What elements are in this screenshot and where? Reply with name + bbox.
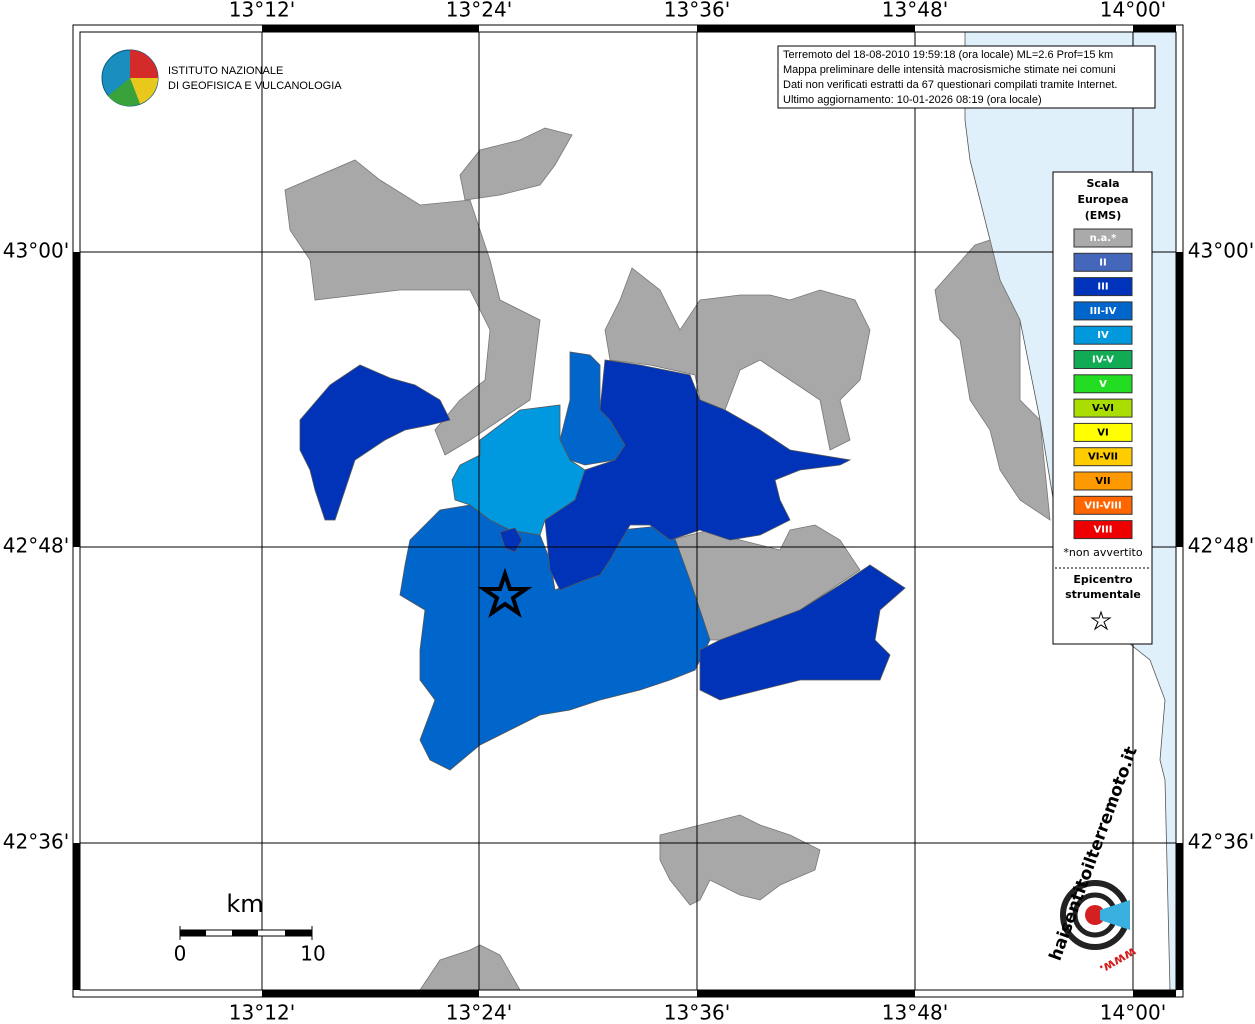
legend-label: VII-VIII (1084, 500, 1122, 511)
legend-swatch (1073, 301, 1133, 321)
legend-epicenter: strumentale (1065, 588, 1141, 601)
legend-label: n.a.* (1090, 233, 1117, 244)
legend-label: VII (1095, 476, 1110, 487)
legend-label: IV-V (1092, 355, 1114, 366)
lat-label: 42°36' (3, 830, 69, 854)
legend-title: Scala (1086, 177, 1119, 190)
lat-label: 43°00' (3, 239, 69, 263)
unreported-areas (284, 127, 1051, 991)
legend-label: V (1099, 379, 1107, 390)
lon-label: 13°24' (446, 0, 512, 22)
lon-label: 13°48' (882, 1001, 948, 1024)
info-line: Ultimo aggiornamento: 10-01-2026 08:19 (… (783, 94, 1042, 106)
legend-note: *non avvertito (1063, 546, 1142, 559)
logo-text: DI GEOFISICA E VULCANOLOGIA (168, 80, 342, 92)
info-line: Dati non verificati estratti da 67 quest… (783, 79, 1117, 91)
area (659, 814, 821, 906)
ingv-logo: ISTITUTO NAZIONALE DI GEOFISICA E VULCAN… (101, 49, 342, 107)
lat-label: 42°48' (3, 534, 69, 558)
scale-tick: 10 (300, 942, 325, 966)
legend-swatch (1073, 350, 1133, 369)
legend-swatch (1073, 447, 1133, 467)
area (459, 127, 573, 201)
legend-swatch (1073, 374, 1133, 394)
legend-epicenter: Epicentro (1073, 573, 1133, 586)
legend-label: VI-VII (1088, 452, 1118, 463)
info-line: Mappa preliminare delle intensità macros… (783, 64, 1116, 76)
legend-star (1090, 610, 1112, 631)
legend-title: Europea (1077, 193, 1128, 206)
legend-label: VI (1097, 427, 1108, 438)
legend-label: III-IV (1090, 306, 1117, 317)
legend-swatch (1073, 520, 1133, 540)
legend-label: V-VI (1092, 403, 1114, 414)
lon-label: 13°12' (229, 1001, 295, 1024)
lat-label: 43°00' (1188, 239, 1254, 263)
frame (72, 24, 1184, 998)
lon-label: 13°24' (446, 1001, 512, 1024)
lon-label: 13°48' (882, 0, 948, 22)
legend: ScalaEuropea(EMS)n.a.*IIIIIIII-IVIVIV-VV… (1055, 177, 1150, 631)
logo-text: ISTITUTO NAZIONALE (168, 65, 283, 77)
axis-labels: 13°12' 13°12' 13°24' 13°24' 13°36' 13°36' 13°4… (3, 0, 1254, 1024)
epicenter-star (477, 567, 533, 619)
legend-label: III (1097, 282, 1108, 293)
lat-label: 42°48' (1188, 534, 1254, 558)
area (934, 239, 1051, 521)
legend-label: II (1099, 257, 1106, 268)
legend-label: IV (1097, 330, 1109, 341)
legend-swatch (1073, 252, 1133, 272)
area-iii (499, 527, 523, 553)
legend-title: (EMS) (1085, 209, 1121, 222)
lon-label: 13°12' (229, 0, 295, 22)
lon-label: 14°00' (1100, 1001, 1166, 1024)
info-box (777, 45, 1156, 109)
area (284, 159, 541, 456)
lon-label: 13°36' (664, 1001, 730, 1024)
area-iii (299, 364, 451, 521)
intensity-areas (299, 351, 906, 771)
legend-swatch (1073, 325, 1133, 345)
legend-swatch (1073, 228, 1133, 248)
lon-label: 13°36' (664, 0, 730, 22)
scale-unit: km (226, 890, 263, 918)
legend-swatch (1073, 277, 1133, 297)
legend-label: VIII (1094, 525, 1113, 536)
lon-label: 14°00' (1100, 0, 1166, 22)
info-line: Terremoto del 18-08-2010 19:59:18 (ora l… (783, 49, 1113, 61)
legend-swatch (1073, 422, 1133, 442)
legend-swatch (1073, 495, 1133, 515)
legend-swatch (1073, 398, 1133, 418)
area-iii (699, 564, 906, 701)
lat-label: 42°36' (1188, 830, 1254, 854)
legend-swatch (1073, 471, 1133, 491)
scale-bar: km 0 10 (174, 890, 326, 966)
scale-tick: 0 (174, 942, 187, 966)
info-text: Terremoto del 18-08-2010 19:59:18 (ora l… (783, 49, 1117, 106)
